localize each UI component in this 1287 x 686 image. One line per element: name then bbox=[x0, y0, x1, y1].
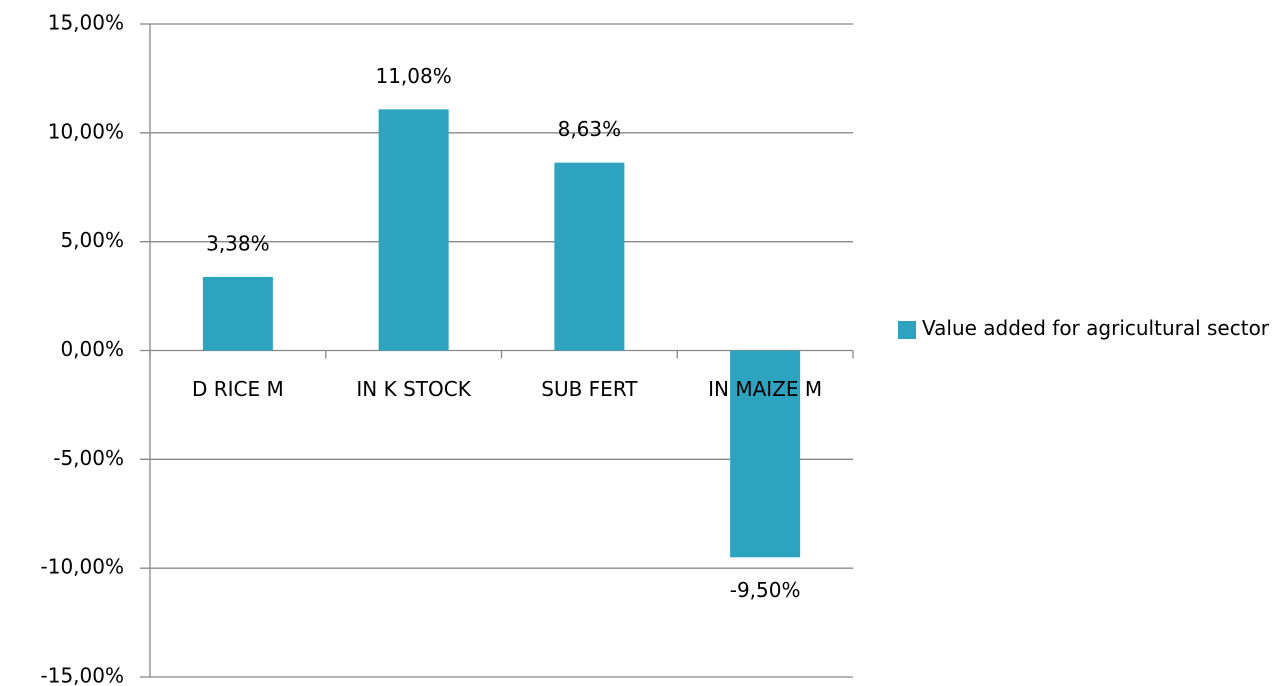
x-tick-label: D RICE M bbox=[192, 377, 284, 401]
legend-swatch bbox=[898, 321, 916, 339]
y-tick-label: -10,00% bbox=[41, 555, 124, 579]
x-tick-label: SUB FERT bbox=[541, 377, 638, 401]
legend: Value added for agricultural sector bbox=[898, 308, 1283, 348]
legend-label: Value added for agricultural sector bbox=[922, 316, 1270, 340]
bar bbox=[730, 350, 801, 558]
y-tick-label: -15,00% bbox=[41, 664, 124, 686]
data-label: 8,63% bbox=[558, 117, 622, 141]
bar bbox=[202, 276, 273, 351]
y-tick-label: -5,00% bbox=[53, 446, 124, 470]
x-tick-label: IN K STOCK bbox=[356, 377, 471, 401]
x-tick-label: IN MAIZE M bbox=[708, 377, 822, 401]
bar bbox=[554, 162, 625, 351]
y-tick-label: 10,00% bbox=[48, 119, 124, 143]
y-tick-label: 5,00% bbox=[60, 228, 124, 252]
y-tick-label: 15,00% bbox=[48, 11, 124, 35]
data-label: 3,38% bbox=[206, 231, 270, 255]
bar bbox=[378, 109, 449, 351]
y-tick-label: 0,00% bbox=[60, 337, 124, 361]
data-label: -9,50% bbox=[730, 578, 801, 602]
data-label: 11,08% bbox=[375, 64, 451, 88]
